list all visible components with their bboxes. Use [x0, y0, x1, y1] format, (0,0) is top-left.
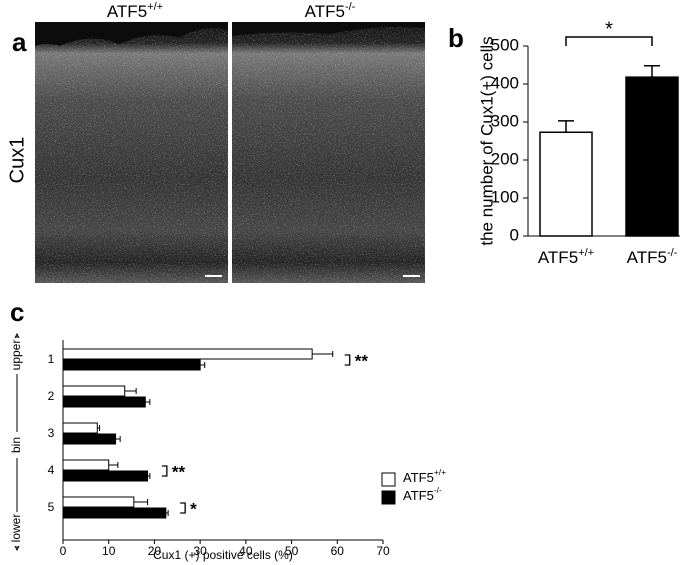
row-label: Cux1: [6, 137, 28, 184]
x-tick-label: 0: [60, 544, 67, 558]
y-tick-label: 300: [491, 111, 519, 130]
legend-swatch: [381, 472, 396, 487]
y-tick-label: 500: [491, 35, 519, 54]
label-bg: [9, 512, 25, 546]
significance: *: [190, 499, 197, 518]
bar: [62, 422, 98, 434]
label-bg: [9, 338, 25, 374]
panel-label: b: [448, 23, 464, 53]
y-axis-label: bin: [9, 437, 23, 453]
significance: **: [172, 462, 186, 481]
label-bg: [9, 432, 25, 458]
x-tick-label: ATF5-/-: [627, 247, 678, 268]
y-tick-label: 200: [491, 149, 519, 168]
x-tick-label: 70: [376, 544, 390, 558]
significance-bracket: [180, 502, 186, 514]
legend-label: ATF5+/+: [403, 467, 446, 485]
x-tick-label: 50: [285, 544, 299, 558]
y-axis-label: the number of Cux1(+) cells: [477, 36, 496, 245]
bar: [62, 348, 313, 360]
significance-bracket: [565, 36, 653, 46]
legend-swatch: [381, 490, 396, 505]
y-tick-label: 2: [48, 389, 55, 403]
bar: [62, 496, 135, 508]
x-tick-label: 20: [148, 544, 162, 558]
column-label: ATF5+/+: [107, 1, 163, 22]
significance-bracket: [344, 354, 351, 366]
bar: [62, 359, 201, 371]
bar: [62, 396, 146, 408]
micrograph: [35, 22, 228, 283]
axis-end: lower: [9, 514, 23, 543]
y-tick-label: 3: [48, 426, 55, 440]
bar: [62, 385, 126, 397]
legend-label: ATF5-/-: [403, 485, 442, 503]
significance-bracket: [161, 465, 168, 477]
significance: *: [605, 18, 613, 40]
y-tick-label: 0: [510, 225, 519, 244]
y-tick-label: 1: [48, 352, 55, 366]
column-label: ATF5-/-: [305, 1, 356, 22]
bar: [62, 433, 117, 445]
significance: **: [355, 351, 369, 370]
panel-label: a: [12, 27, 27, 57]
x-axis-label: Cux1 (+) positive cells (%): [153, 548, 293, 562]
axis-end: upper: [9, 340, 23, 371]
y-tick-label: 100: [491, 187, 519, 206]
x-tick-label: 30: [193, 544, 207, 558]
bar: [62, 459, 110, 471]
y-tick-label: 4: [48, 463, 55, 477]
bar: [62, 470, 149, 482]
x-tick-label: 40: [239, 544, 253, 558]
micrograph: [232, 22, 425, 283]
bar: [62, 507, 167, 519]
bar: [625, 76, 679, 237]
panel-label: c: [10, 297, 24, 327]
x-tick-label: 10: [102, 544, 116, 558]
x-tick-label: 60: [331, 544, 345, 558]
x-tick-label: ATF5+/+: [538, 247, 594, 268]
bar: [539, 131, 593, 237]
y-tick-label: 5: [48, 500, 55, 514]
y-tick-label: 400: [491, 73, 519, 92]
